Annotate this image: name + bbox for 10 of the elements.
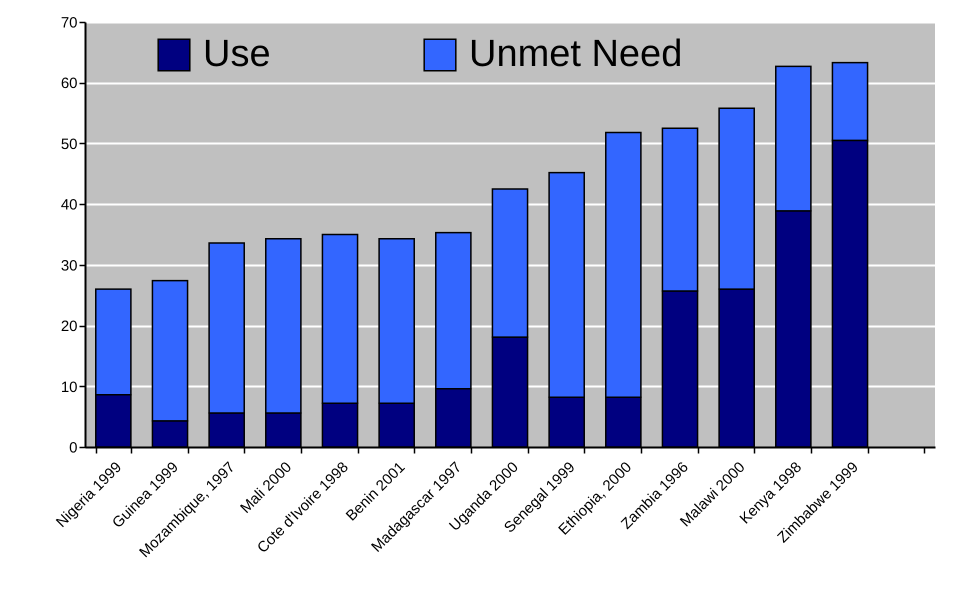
y-tick-label: 70 — [60, 14, 78, 32]
y-tick-label: 10 — [60, 378, 78, 396]
legend-label: Use — [203, 33, 271, 75]
y-tick-label: 40 — [60, 196, 78, 214]
y-tick-label: 20 — [60, 318, 78, 336]
y-tick-label: 60 — [60, 75, 78, 92]
y-tick-label: 0 — [69, 440, 78, 456]
y-tick-label: 30 — [60, 257, 78, 274]
legend-label: Unmet Need — [469, 33, 682, 75]
y-tick-label: 50 — [60, 136, 78, 153]
